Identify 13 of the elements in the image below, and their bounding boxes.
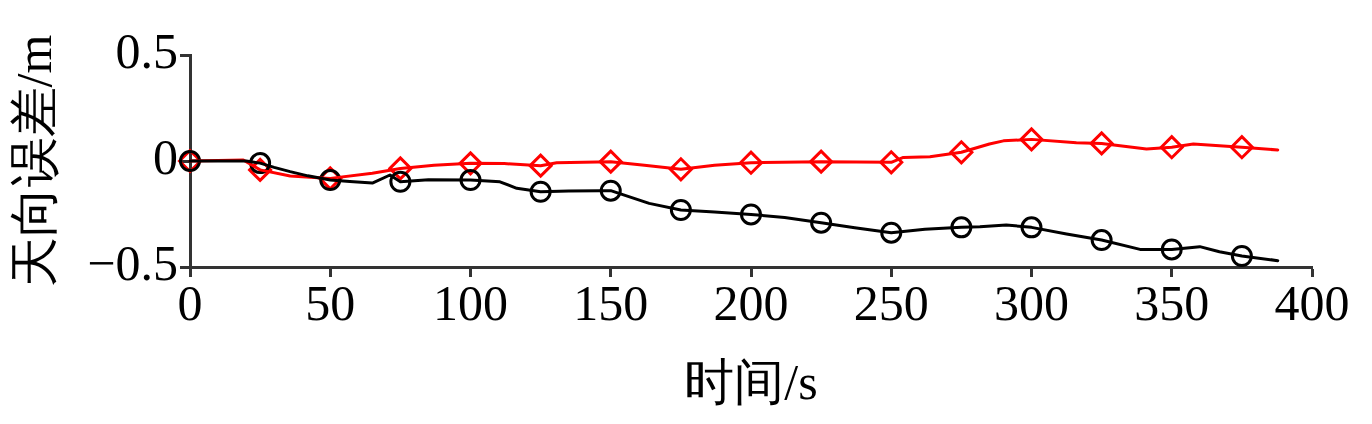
x-tick-label: 300 [994, 275, 1069, 332]
x-tick-label: 150 [573, 275, 649, 332]
x-tick-label: 200 [713, 275, 789, 332]
x-tick-label: 400 [1274, 275, 1350, 332]
x-tick-label: 100 [433, 275, 508, 332]
x-tick-label: 350 [1134, 275, 1210, 332]
x-tick-label: 250 [853, 275, 929, 332]
y-tick-label: 0.5 [115, 23, 178, 80]
x-tick-label: 50 [305, 275, 356, 332]
y-tick-label: −0.5 [87, 235, 178, 292]
y-tick-label: 0 [153, 129, 178, 186]
y-axis-title: 天向误差/m [6, 34, 63, 288]
x-axis-title: 时间/s [684, 354, 818, 411]
